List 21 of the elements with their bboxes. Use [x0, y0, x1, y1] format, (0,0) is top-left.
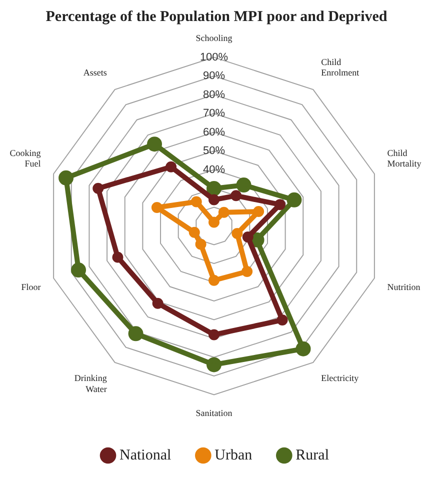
y-tick-label: 70% — [202, 108, 226, 120]
spoke-label: Child Enrolment — [321, 56, 360, 78]
y-tick-label: 40% — [202, 164, 226, 176]
spoke-label: Child Mortality — [387, 148, 422, 169]
spoke-label: Electricity — [321, 373, 360, 384]
spoke-label: Nutrition — [387, 282, 421, 292]
y-tick-label: 100% — [200, 51, 228, 64]
y-tick-label: 50% — [202, 145, 226, 158]
y-tick-label: 80% — [202, 88, 226, 101]
spoke-label: Floor — [21, 282, 41, 292]
spoke-label: Assets — [83, 68, 108, 78]
spoke-label: Drinking Water — [74, 373, 108, 394]
legend-label: National — [120, 447, 172, 464]
chart-title: Percentage of the Population MPI poor and Deprived — [46, 8, 388, 25]
spoke-label: Schooling — [196, 32, 233, 43]
spoke-label: Cooking Fuel — [10, 148, 42, 169]
y-tick-label: 90% — [202, 70, 226, 82]
y-tick-label: 60% — [202, 126, 226, 138]
legend-label: Urban — [214, 447, 253, 464]
legend-label: Rural — [296, 447, 329, 464]
spoke-label: Sanitation — [196, 408, 233, 418]
